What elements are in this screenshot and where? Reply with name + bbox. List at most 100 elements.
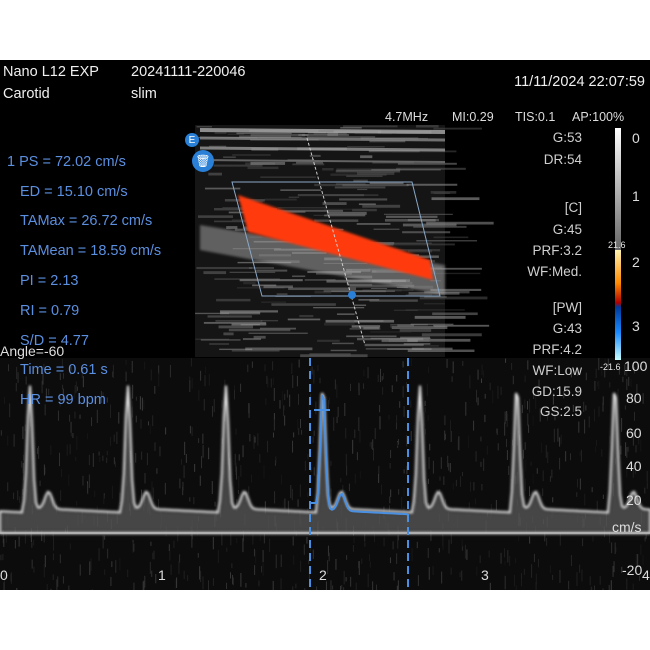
spectral-noise <box>350 576 352 587</box>
speckle <box>354 320 384 323</box>
spectral-noise <box>91 589 93 590</box>
time-tick: 2 <box>319 567 327 583</box>
spectral-noise <box>481 364 483 376</box>
spectral-noise <box>396 442 398 447</box>
spectral-noise <box>262 563 264 576</box>
spectral-noise <box>68 585 70 590</box>
spectral-noise <box>407 457 409 463</box>
spectral-noise <box>57 576 59 587</box>
speckle <box>362 204 401 208</box>
speckle <box>325 194 379 196</box>
spectral-noise <box>397 535 399 541</box>
measurement-ps: 1 PS = 72.02 cm/s <box>7 154 126 170</box>
spectral-noise <box>191 426 193 436</box>
spectral-noise <box>132 542 134 553</box>
speckle <box>390 325 434 328</box>
color-box <box>231 181 441 297</box>
spectral-noise <box>539 408 541 422</box>
spectral-noise <box>509 555 511 566</box>
spectral-noise <box>546 537 548 546</box>
spectral-noise <box>508 465 510 476</box>
spectral-noise <box>70 394 72 400</box>
spectral-noise <box>149 424 151 435</box>
spectral-noise <box>96 409 98 423</box>
spectral-noise <box>546 411 548 421</box>
spectral-noise <box>585 405 587 411</box>
spectral-noise <box>316 474 318 487</box>
spectral-noise <box>307 492 309 498</box>
speckle <box>432 312 478 316</box>
time-tick: 0 <box>0 567 8 583</box>
spectral-noise <box>570 555 572 567</box>
spectral-noise <box>369 442 371 447</box>
spectral-noise <box>364 532 366 542</box>
spectral-noise <box>507 550 509 563</box>
spectral-noise <box>267 377 269 388</box>
speckle <box>392 150 457 153</box>
spectral-noise <box>173 540 175 548</box>
edit-icon[interactable]: E <box>185 133 199 147</box>
spectral-noise <box>226 547 228 552</box>
speckle <box>247 166 279 170</box>
speckle <box>347 146 385 148</box>
spectral-noise <box>425 428 427 435</box>
speckle <box>256 269 288 272</box>
spectral-noise <box>208 580 210 590</box>
spectral-noise <box>609 382 611 388</box>
spectral-noise <box>234 453 236 466</box>
color-flow <box>238 195 433 280</box>
spectral-noise <box>61 358 63 368</box>
spectral-noise <box>189 497 191 502</box>
spectral-noise <box>545 445 547 458</box>
spectral-noise <box>625 442 627 456</box>
spectral-noise <box>158 365 160 375</box>
spectral-noise <box>273 418 275 431</box>
speckle <box>324 322 355 326</box>
spectral-noise <box>626 366 628 377</box>
speckle <box>346 175 383 177</box>
spectral-noise <box>208 447 210 460</box>
spectral-noise <box>242 538 244 553</box>
spectral-noise <box>449 463 451 473</box>
speckle <box>203 271 227 275</box>
spectral-noise <box>291 363 293 374</box>
spectral-noise <box>109 436 111 447</box>
speckle <box>299 314 314 318</box>
spectral-noise <box>477 369 479 380</box>
spectral-noise <box>461 570 463 581</box>
speckle <box>200 339 241 341</box>
spectral-noise <box>154 385 156 394</box>
spectral-noise <box>69 543 71 550</box>
spectral-noise <box>143 399 145 410</box>
spectral-noise <box>390 489 392 497</box>
spectral-noise <box>527 360 529 370</box>
spectral-noise <box>500 552 502 564</box>
depth-tick: 2 <box>632 254 640 270</box>
spectral-noise <box>515 585 517 590</box>
spectral-noise <box>450 430 452 443</box>
spectral-noise <box>444 433 446 440</box>
spectral-noise <box>240 572 242 587</box>
spectral-noise <box>552 497 554 503</box>
spectral-noise <box>82 376 84 388</box>
spectral-noise <box>440 457 442 469</box>
spectral-noise <box>8 364 10 372</box>
spectral-noise <box>336 416 338 424</box>
spectral-noise <box>475 389 477 403</box>
spectral-noise <box>144 575 146 588</box>
speckle <box>399 328 432 332</box>
spectral-noise <box>468 502 470 510</box>
spectral-noise <box>427 414 429 421</box>
spectral-noise <box>106 457 108 464</box>
spectral-noise <box>131 360 133 373</box>
spectral-noise <box>334 379 336 390</box>
spectral-noise <box>42 372 44 385</box>
spectral-noise <box>630 378 632 387</box>
speckle <box>263 285 293 289</box>
speckle <box>346 335 397 338</box>
doppler-angle: Angle=-60 <box>0 343 65 359</box>
spectral-noise <box>512 375 514 385</box>
measurement-time: Time = 0.61 s <box>20 362 108 378</box>
trash-icon[interactable]: 🗑 <box>192 150 214 172</box>
spectral-noise <box>180 459 182 465</box>
